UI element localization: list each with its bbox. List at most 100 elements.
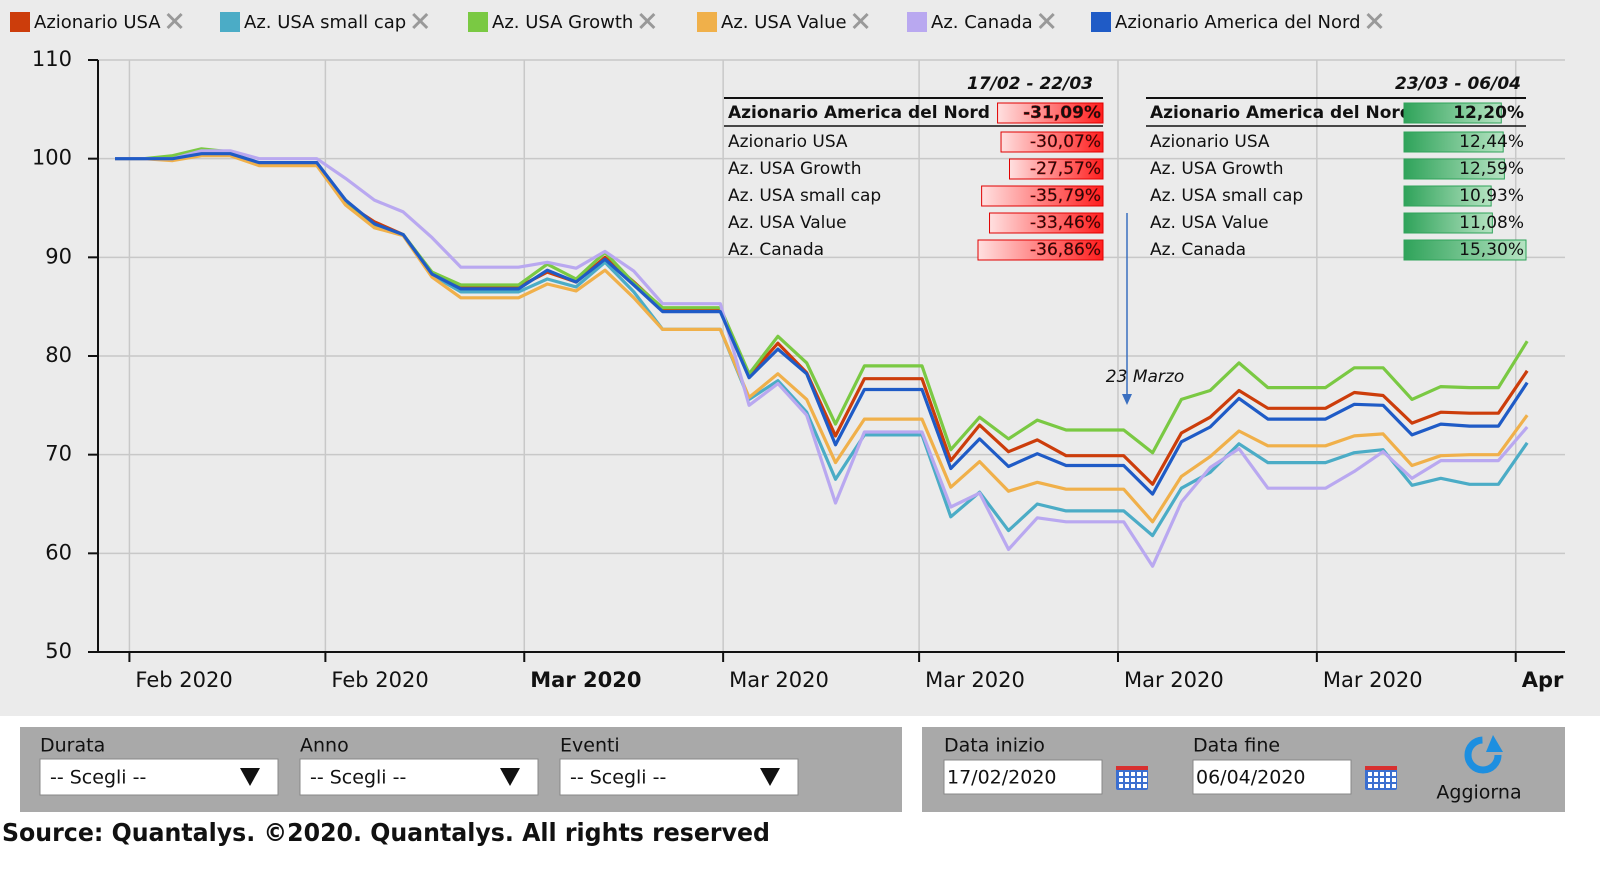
table-row-name: Az. Canada bbox=[728, 240, 824, 260]
x-tick-label: Mar 2020 bbox=[530, 668, 641, 692]
filter-label: Durata bbox=[40, 735, 105, 757]
filter-label: Eventi bbox=[560, 735, 620, 757]
refresh-icon bbox=[1464, 736, 1502, 774]
table-row-name: Azionario USA bbox=[728, 132, 848, 152]
table-row-name: Az. USA Value bbox=[728, 213, 847, 233]
table-bar bbox=[1403, 185, 1492, 207]
date-input[interactable]: 17/02/2020 bbox=[943, 759, 1103, 795]
table-row-name: Az. USA Growth bbox=[728, 159, 861, 179]
legend-swatch bbox=[220, 12, 240, 32]
table-bar bbox=[1403, 102, 1502, 124]
calendar-cell bbox=[1374, 784, 1378, 788]
table-bar bbox=[977, 239, 1104, 261]
select-arrow bbox=[500, 768, 520, 786]
select-box bbox=[559, 758, 799, 796]
table-value: 10,93% bbox=[1459, 186, 1524, 206]
calendar-icon[interactable] bbox=[1116, 766, 1148, 790]
calendar-icon[interactable] bbox=[1365, 766, 1397, 790]
x-tick-label: Mar 2020 bbox=[925, 668, 1025, 692]
calendar-cell bbox=[1137, 784, 1141, 788]
x-tick-label: Mar 2020 bbox=[1323, 668, 1423, 692]
y-tick-label: 50 bbox=[45, 639, 72, 663]
refresh-label: Aggiorna bbox=[1436, 782, 1521, 804]
calendar-cell bbox=[1386, 772, 1390, 776]
annotation: 23 Marzo bbox=[1106, 367, 1184, 387]
table-value: -33,46% bbox=[1030, 213, 1101, 233]
table-value: 12,44% bbox=[1459, 132, 1524, 152]
calendar-top bbox=[1365, 766, 1397, 770]
table-value: 12,59% bbox=[1459, 159, 1524, 179]
calendar-cell bbox=[1368, 772, 1372, 776]
select-value: -- Scegli -- bbox=[50, 767, 146, 789]
legend-label: Az. USA small cap bbox=[244, 12, 406, 33]
select-arrow bbox=[760, 768, 780, 786]
table-bar bbox=[989, 212, 1104, 234]
table-bar bbox=[1403, 158, 1505, 180]
table-value: 11,08% bbox=[1459, 213, 1524, 233]
y-tick-label: 90 bbox=[45, 244, 72, 268]
filter-select[interactable]: -- Scegli -- bbox=[39, 758, 279, 796]
calendar-cell bbox=[1143, 784, 1147, 788]
calendar-cell bbox=[1143, 772, 1147, 776]
select-value: -- Scegli -- bbox=[570, 767, 666, 789]
table-bar bbox=[1403, 131, 1504, 153]
x-tick-label: Mar 2020 bbox=[1124, 668, 1224, 692]
legend-remove[interactable] bbox=[1038, 12, 1055, 30]
remove-icon bbox=[1366, 12, 1383, 30]
calendar-cell bbox=[1392, 784, 1396, 788]
filter-select[interactable]: -- Scegli -- bbox=[559, 758, 799, 796]
legend-label: Az. USA Growth bbox=[492, 12, 633, 33]
table-value: -30,07% bbox=[1030, 132, 1101, 152]
legend-label: Azionario America del Nord bbox=[1115, 12, 1361, 33]
table-row-name: Az. USA small cap bbox=[1150, 186, 1303, 206]
annotation-arrowhead bbox=[1122, 394, 1132, 405]
legend-remove[interactable] bbox=[412, 12, 429, 30]
table-bar bbox=[1009, 158, 1104, 180]
date-label: Data fine bbox=[1193, 735, 1280, 757]
calendar-cell bbox=[1119, 784, 1123, 788]
legend-swatch bbox=[10, 12, 30, 32]
x-tick-label: Apr bbox=[1522, 668, 1564, 692]
filter-select[interactable]: -- Scegli -- bbox=[299, 758, 539, 796]
select-arrow bbox=[240, 768, 260, 786]
legend-remove[interactable] bbox=[852, 12, 869, 30]
legend-remove[interactable] bbox=[639, 12, 656, 30]
legend-label: Az. Canada bbox=[931, 12, 1033, 33]
legend-swatch bbox=[697, 12, 717, 32]
source-note: Source: Quantalys. ©2020. Quantalys. All… bbox=[2, 818, 770, 847]
legend-swatch bbox=[1091, 12, 1111, 32]
calendar-cell bbox=[1119, 778, 1123, 782]
table-value: -27,57% bbox=[1030, 159, 1101, 179]
table-row-name: Az. Canada bbox=[1150, 240, 1246, 260]
legend-remove[interactable] bbox=[1366, 12, 1383, 30]
calendar-cell bbox=[1386, 784, 1390, 788]
legend-swatch bbox=[907, 12, 927, 32]
table-value: 12,20% bbox=[1453, 103, 1524, 123]
legend-remove[interactable] bbox=[166, 12, 183, 30]
calendar-cell bbox=[1368, 784, 1372, 788]
table-value: 15,30% bbox=[1459, 240, 1524, 260]
remove-icon bbox=[412, 12, 429, 30]
calendar-cell bbox=[1125, 784, 1129, 788]
table-row-name: Az. USA Growth bbox=[1150, 159, 1283, 179]
date-label: Data inizio bbox=[944, 735, 1045, 757]
calendar-cell bbox=[1380, 784, 1384, 788]
calendar-cell bbox=[1374, 778, 1378, 782]
table-row-name: Azionario USA bbox=[1150, 132, 1270, 152]
table-bar bbox=[1403, 239, 1527, 261]
table-value: -35,79% bbox=[1030, 186, 1101, 206]
date-value: 06/04/2020 bbox=[1196, 767, 1306, 789]
refresh-button[interactable]: Aggiorna bbox=[1436, 735, 1522, 804]
date-value: 17/02/2020 bbox=[947, 767, 1057, 789]
calendar-cell bbox=[1368, 778, 1372, 782]
refresh-arrowhead bbox=[1486, 735, 1503, 752]
select-box bbox=[299, 758, 539, 796]
select-box bbox=[39, 758, 279, 796]
date-input[interactable]: 06/04/2020 bbox=[1192, 759, 1352, 795]
table-row-name: Azionario America del Nord bbox=[728, 103, 990, 123]
filter-label: Anno bbox=[300, 735, 349, 757]
x-tick-label: Mar 2020 bbox=[729, 668, 829, 692]
y-tick-label: 70 bbox=[45, 442, 72, 466]
calendar-cell bbox=[1386, 778, 1390, 782]
